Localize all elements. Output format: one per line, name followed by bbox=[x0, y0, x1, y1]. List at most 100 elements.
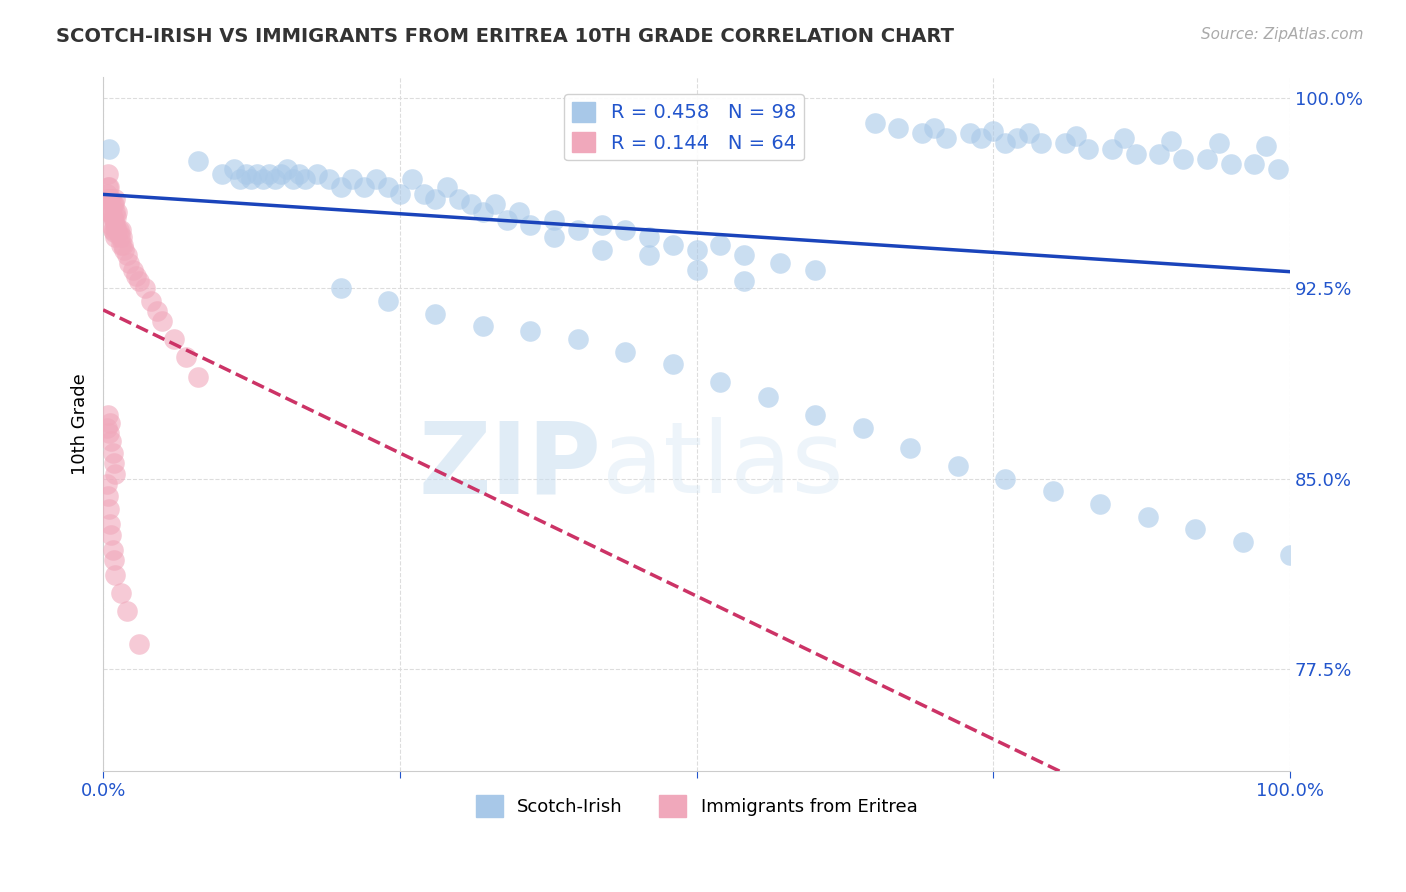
Point bbox=[174, 350, 197, 364]
Point bbox=[685, 263, 707, 277]
Point bbox=[101, 197, 124, 211]
Point bbox=[342, 172, 364, 186]
Point bbox=[1077, 142, 1099, 156]
Point bbox=[211, 167, 233, 181]
Point bbox=[97, 490, 120, 504]
Point bbox=[100, 434, 122, 448]
Text: atlas: atlas bbox=[602, 417, 844, 514]
Point bbox=[235, 167, 257, 181]
Point bbox=[377, 179, 399, 194]
Point bbox=[276, 161, 298, 176]
Point bbox=[98, 416, 121, 430]
Point bbox=[614, 344, 637, 359]
Text: Source: ZipAtlas.com: Source: ZipAtlas.com bbox=[1201, 27, 1364, 42]
Point bbox=[104, 205, 127, 219]
Point bbox=[98, 192, 121, 206]
Point bbox=[353, 179, 375, 194]
Point bbox=[1160, 134, 1182, 148]
Point bbox=[104, 218, 127, 232]
Point bbox=[97, 179, 120, 194]
Point bbox=[685, 243, 707, 257]
Point bbox=[100, 205, 122, 219]
Point bbox=[329, 179, 352, 194]
Point bbox=[98, 205, 121, 219]
Point bbox=[105, 205, 128, 219]
Point bbox=[100, 192, 122, 206]
Point bbox=[103, 457, 125, 471]
Point bbox=[756, 391, 779, 405]
Point bbox=[946, 458, 969, 473]
Point bbox=[1112, 131, 1135, 145]
Point bbox=[118, 256, 141, 270]
Point bbox=[110, 586, 132, 600]
Point bbox=[125, 268, 148, 283]
Point bbox=[163, 332, 186, 346]
Text: SCOTCH-IRISH VS IMMIGRANTS FROM ERITREA 10TH GRADE CORRELATION CHART: SCOTCH-IRISH VS IMMIGRANTS FROM ERITREA … bbox=[56, 27, 955, 45]
Point bbox=[104, 192, 127, 206]
Point bbox=[567, 223, 589, 237]
Point bbox=[1173, 152, 1195, 166]
Point bbox=[139, 293, 162, 308]
Point bbox=[733, 248, 755, 262]
Point bbox=[495, 212, 517, 227]
Point bbox=[101, 223, 124, 237]
Point bbox=[294, 172, 316, 186]
Point bbox=[591, 218, 613, 232]
Point bbox=[1243, 157, 1265, 171]
Point bbox=[508, 205, 530, 219]
Point bbox=[804, 263, 827, 277]
Point bbox=[115, 248, 138, 262]
Point bbox=[425, 192, 447, 206]
Point bbox=[662, 358, 685, 372]
Point bbox=[614, 223, 637, 237]
Point bbox=[709, 375, 731, 389]
Point bbox=[100, 218, 122, 232]
Point bbox=[1125, 146, 1147, 161]
Point bbox=[1101, 142, 1123, 156]
Point bbox=[114, 243, 136, 257]
Point bbox=[103, 212, 125, 227]
Point bbox=[98, 179, 121, 194]
Point bbox=[240, 172, 263, 186]
Point bbox=[305, 167, 328, 181]
Point bbox=[105, 210, 128, 224]
Point bbox=[852, 421, 875, 435]
Point bbox=[187, 154, 209, 169]
Point bbox=[103, 553, 125, 567]
Point bbox=[96, 476, 118, 491]
Point bbox=[733, 274, 755, 288]
Point bbox=[377, 293, 399, 308]
Point bbox=[1184, 523, 1206, 537]
Point bbox=[1018, 126, 1040, 140]
Point bbox=[519, 218, 541, 232]
Point bbox=[94, 192, 117, 206]
Point bbox=[104, 467, 127, 481]
Point bbox=[108, 230, 131, 244]
Point bbox=[264, 172, 287, 186]
Point bbox=[863, 116, 886, 130]
Point bbox=[105, 223, 128, 237]
Point bbox=[98, 142, 121, 156]
Point bbox=[228, 172, 250, 186]
Point bbox=[804, 408, 827, 422]
Point bbox=[1256, 139, 1278, 153]
Point bbox=[959, 126, 981, 140]
Point bbox=[97, 408, 120, 422]
Point bbox=[252, 172, 274, 186]
Point bbox=[259, 167, 281, 181]
Point bbox=[638, 248, 661, 262]
Point bbox=[922, 121, 945, 136]
Point bbox=[1136, 509, 1159, 524]
Point bbox=[911, 126, 934, 140]
Point bbox=[1195, 152, 1218, 166]
Y-axis label: 10th Grade: 10th Grade bbox=[72, 373, 89, 475]
Point bbox=[96, 187, 118, 202]
Point bbox=[412, 187, 434, 202]
Point bbox=[110, 223, 132, 237]
Point bbox=[1029, 136, 1052, 151]
Point bbox=[460, 197, 482, 211]
Point bbox=[471, 319, 494, 334]
Point bbox=[107, 223, 129, 237]
Point bbox=[1149, 146, 1171, 161]
Point bbox=[543, 212, 565, 227]
